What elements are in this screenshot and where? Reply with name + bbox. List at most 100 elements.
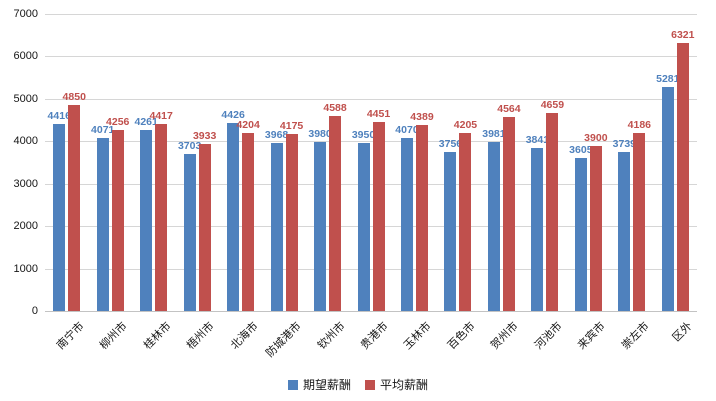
y-axis-label: 0 [31, 305, 38, 317]
legend: 期望薪酬 平均薪酬 [0, 376, 716, 393]
bar-value-label: 4416 [47, 109, 71, 122]
bar-value-label: 3756 [438, 137, 463, 150]
bar-group: 3980 4588 钦州市 [306, 14, 349, 352]
y-axis-label: 6000 [13, 50, 38, 63]
bar-group: 3950 4451 贵港市 [349, 14, 392, 352]
x-axis-label: 崇左市 [619, 320, 652, 352]
x-axis-label: 玉林市 [402, 320, 435, 352]
bar-value-label: 4261 [134, 116, 158, 129]
gridline [45, 183, 697, 185]
bar-group: 3968 4175 防城港市 [262, 14, 305, 360]
bar-group: 3756 4205 百色市 [436, 14, 479, 352]
x-axis-label: 区外 [670, 320, 695, 345]
bar-average: 4659 [541, 99, 564, 311]
bar-value-label: 4659 [540, 99, 565, 112]
bar-expected: 4070 [395, 124, 419, 311]
bar-value-label: 3981 [482, 128, 506, 141]
legend-swatch-red [365, 379, 375, 390]
legend-item-expected-salary: 期望薪酬 [287, 376, 351, 393]
bar-expected: 3841 [526, 134, 549, 311]
bar-groups: 4416 4850 南宁市 4071 4256 柳州市 4261 4417 桂林市 3703 393… [45, 14, 697, 360]
y-axis-label: 7000 [13, 8, 38, 20]
bar-expected: 5281 [656, 73, 679, 311]
bar-value-label: 4389 [410, 110, 434, 123]
bar-value-label: 4451 [366, 108, 391, 121]
gridline [45, 226, 697, 228]
bar-value-label: 3933 [192, 130, 217, 143]
x-axis-label: 南宁市 [54, 320, 87, 352]
bar-group: 3703 3933 梧州市 [175, 14, 218, 352]
x-axis-line [45, 311, 697, 312]
bar-value-label: 3950 [351, 129, 376, 142]
bar-value-label: 4071 [91, 124, 115, 137]
legend-swatch-blue [287, 379, 298, 390]
y-axis-label: 5000 [13, 92, 38, 105]
y-axis-label: 3000 [13, 177, 38, 190]
bar-average: 4256 [106, 116, 129, 311]
bar-value-label: 4070 [395, 124, 419, 137]
bar-group: 3739 4186 崇左市 [610, 14, 653, 352]
bar-expected: 3739 [613, 138, 636, 311]
bar-value-label: 4850 [62, 91, 86, 104]
bar-value-label: 3980 [308, 128, 332, 141]
x-axis-label: 柳州市 [97, 320, 130, 352]
bar-average: 4588 [323, 102, 347, 311]
y-axis: 7000 6000 5000 4000 3000 2000 1000 0 [0, 0, 38, 401]
bar-group: 4261 4417 桂林市 [132, 14, 175, 352]
bar-group: 4416 4850 南宁市 [45, 14, 88, 352]
bar-group: 4071 4256 柳州市 [88, 14, 131, 352]
gridline [45, 98, 697, 100]
gridline [45, 14, 697, 15]
plot-area [45, 14, 697, 312]
bar-value-label: 4588 [323, 102, 347, 115]
bar-average: 4451 [367, 108, 390, 311]
gridline [45, 56, 697, 58]
y-axis-label: 2000 [13, 220, 38, 233]
bar-average: 4850 [63, 91, 86, 311]
x-axis-label: 来宾市 [576, 320, 608, 352]
bar-group: 3981 4564 贺州市 [480, 14, 523, 352]
bar-expected: 3950 [352, 129, 375, 311]
bar-value-label: 3968 [264, 128, 289, 141]
x-axis-label: 防城港市 [264, 320, 304, 360]
bar-expected: 4426 [221, 109, 245, 311]
bar-average: 6321 [671, 29, 694, 311]
x-axis-label: 百色市 [445, 320, 478, 352]
bar-value-label: 4564 [497, 103, 521, 116]
bar-group: 4070 4389 玉林市 [393, 14, 436, 352]
bar-value-label: 3739 [612, 138, 637, 151]
bar-group: 5281 6321 区外 [654, 14, 697, 344]
legend-label: 期望薪酬 [302, 378, 351, 392]
bar-expected: 4071 [91, 124, 114, 311]
bar-value-label: 4417 [149, 109, 173, 122]
bar-average: 3900 [584, 132, 608, 311]
bar-average: 4175 [280, 120, 303, 311]
bar-value-label: 5281 [656, 72, 680, 85]
bar-value-label: 4186 [627, 119, 652, 132]
bar-expected: 3981 [482, 128, 506, 311]
bar-average: 3933 [193, 130, 216, 311]
legend-item-average-salary: 平均薪酬 [365, 376, 428, 393]
bar-expected: 3703 [178, 140, 201, 311]
gridline [45, 141, 697, 143]
bar-value-label: 4204 [236, 118, 260, 131]
bar-group: 4426 4204 北海市 [219, 14, 262, 352]
bar-group: 3605 3900 来宾市 [567, 14, 610, 352]
bar-average: 4389 [410, 111, 434, 311]
bar-value-label: 6321 [671, 28, 695, 41]
bar-average: 4417 [149, 110, 173, 311]
x-axis-label: 河池市 [532, 320, 565, 352]
bar-value-label: 3841 [525, 134, 550, 147]
x-axis-label: 贵港市 [358, 320, 391, 352]
gridline [45, 268, 697, 270]
bar-value-label: 4256 [106, 116, 130, 129]
bar-value-label: 4205 [453, 118, 478, 131]
bar-value-label: 4426 [221, 109, 245, 122]
bar-average: 4186 [628, 119, 651, 311]
bar-expected: 4416 [48, 110, 71, 311]
bar-value-label: 3605 [569, 144, 593, 157]
x-axis-label: 北海市 [228, 320, 261, 352]
x-axis-label: 钦州市 [315, 320, 348, 352]
x-axis-label: 梧州市 [184, 320, 217, 352]
